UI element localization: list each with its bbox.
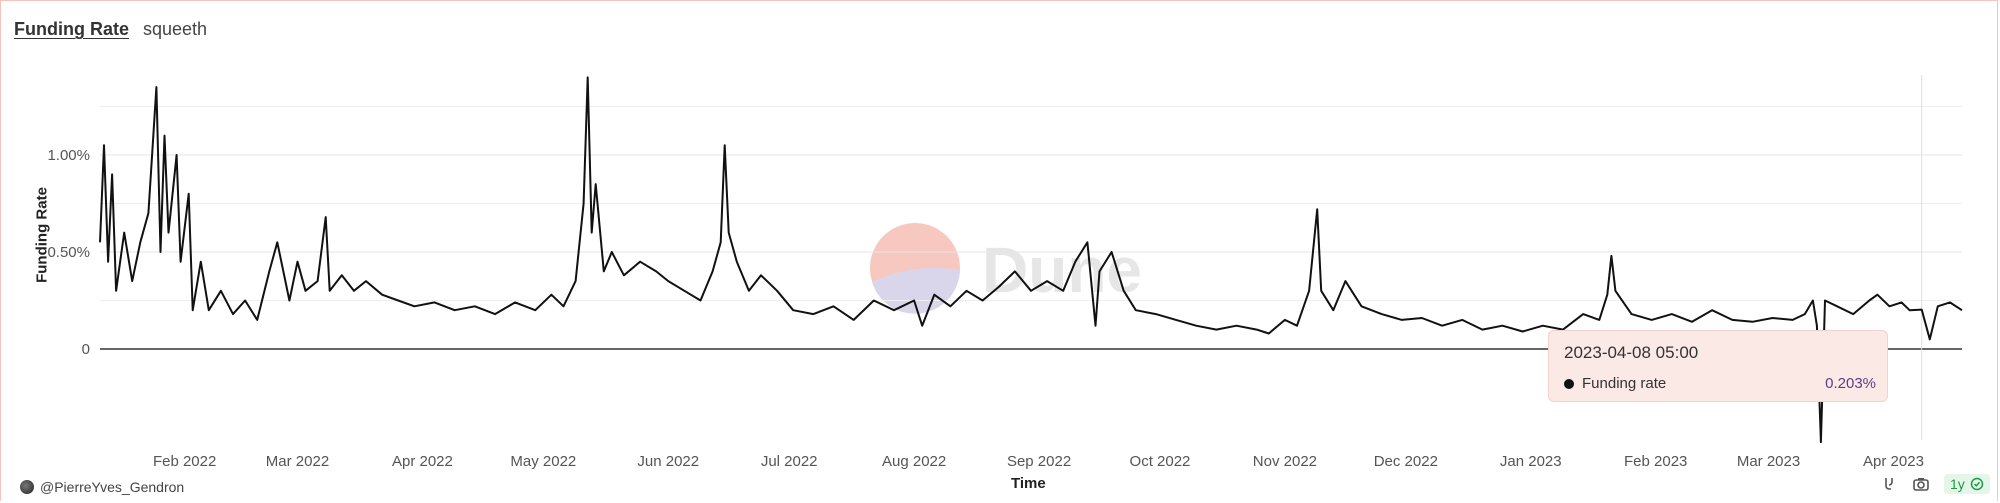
watermark-logo: Dune (870, 223, 1142, 314)
x-tick-label: Jan 2023 (1500, 453, 1562, 470)
y-axis-label: Funding Rate (33, 187, 51, 283)
watermark-wedge (872, 267, 960, 314)
x-tick-label: Apr 2022 (392, 453, 453, 470)
x-tick-label: Sep 2022 (1007, 453, 1071, 470)
x-tick-label: Oct 2022 (1130, 453, 1191, 470)
x-tick-label: Feb 2022 (153, 453, 216, 470)
x-axis-label: Time (1011, 475, 1046, 492)
tooltip-value: 0.203% (1825, 375, 1876, 392)
y-tick-label: 1.00% (47, 147, 90, 164)
tooltip-series-label: Funding rate (1582, 375, 1667, 392)
x-tick-label: Nov 2022 (1253, 453, 1317, 470)
tooltip-row: Funding rate 0.203% (1564, 375, 1876, 392)
chart-title-tab[interactable]: Funding Rate (14, 19, 129, 39)
y-tick-label: 0.50% (47, 244, 90, 261)
x-tick-label: Mar 2022 (266, 453, 329, 470)
time-range-badge[interactable]: 1y (1944, 474, 1990, 494)
avatar (20, 480, 34, 494)
y-tick-labels: 0 0.50% 1.00% (47, 147, 90, 358)
watermark-text: Dune (982, 234, 1142, 306)
footer-toolbar: 1y (1880, 474, 1990, 494)
x-tick-label: Apr 2023 (1863, 453, 1924, 470)
check-circle-icon (1970, 477, 1984, 491)
footer-author[interactable]: @PierreYves_Gendron (20, 479, 184, 495)
grid-lines (100, 106, 1962, 350)
time-range-label: 1y (1950, 476, 1965, 492)
hover-tooltip: 2023-04-08 05:00 Funding rate 0.203% (1548, 330, 1888, 402)
fork-icon[interactable] (1880, 475, 1898, 493)
x-tick-label: Mar 2023 (1737, 453, 1800, 470)
series-line-funding-rate (99, 76, 1963, 444)
y-axis-label-wrap: Funding Rate (22, 187, 62, 283)
chart-header: Funding Rate squeeth (14, 19, 207, 40)
x-tick-label: Aug 2022 (882, 453, 946, 470)
y-tick-label: 0 (82, 341, 90, 358)
tooltip-date: 2023-04-08 05:00 (1564, 343, 1699, 362)
x-tick-label: Jun 2022 (637, 453, 699, 470)
x-tick-labels: Feb 2022 Mar 2022 Apr 2022 May 2022 Jun 2022… (153, 453, 1924, 470)
series-dot-icon (1564, 378, 1574, 389)
x-tick-label: Feb 2023 (1624, 453, 1687, 470)
camera-icon[interactable] (1912, 475, 1930, 493)
x-tick-label: May 2022 (510, 453, 576, 470)
chart-subtitle: squeeth (143, 19, 208, 39)
author-name: @PierreYves_Gendron (40, 479, 185, 495)
x-tick-label: Dec 2022 (1374, 453, 1438, 470)
x-tick-label: Jul 2022 (761, 453, 818, 470)
